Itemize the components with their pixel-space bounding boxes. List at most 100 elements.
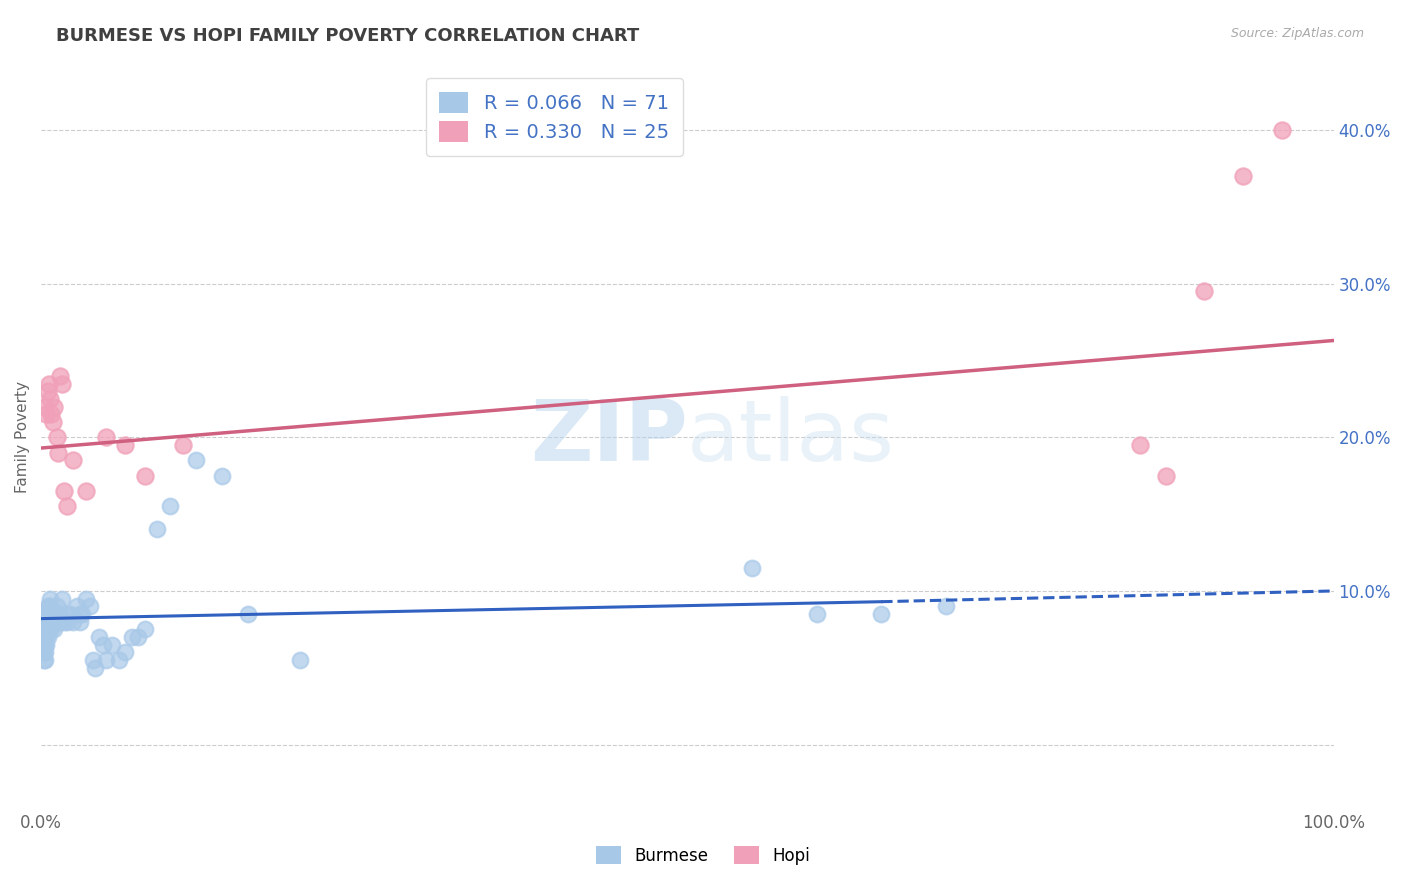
Point <box>41 615 63 629</box>
Point <box>32 645 55 659</box>
Point <box>56 500 79 514</box>
Point <box>94 430 117 444</box>
Point <box>134 468 156 483</box>
Point <box>46 445 69 459</box>
Point <box>49 607 72 621</box>
Point <box>38 376 60 391</box>
Legend: Burmese, Hopi: Burmese, Hopi <box>586 836 820 875</box>
Text: Source: ZipAtlas.com: Source: ZipAtlas.com <box>1230 27 1364 40</box>
Point <box>146 523 169 537</box>
Point <box>75 591 97 606</box>
Point <box>72 607 94 621</box>
Point <box>42 615 65 629</box>
Point <box>38 623 60 637</box>
Point <box>114 438 136 452</box>
Point <box>39 599 62 614</box>
Point <box>1271 123 1294 137</box>
Point <box>39 392 62 406</box>
Point <box>37 623 59 637</box>
Point <box>82 653 104 667</box>
Point <box>134 623 156 637</box>
Point <box>101 638 124 652</box>
Point <box>42 607 65 621</box>
Point <box>41 407 63 421</box>
Point <box>46 615 69 629</box>
Point <box>186 453 208 467</box>
Point <box>34 630 56 644</box>
Point <box>34 638 56 652</box>
Point <box>806 607 828 621</box>
Point <box>69 615 91 629</box>
Point <box>51 591 73 606</box>
Point <box>42 623 65 637</box>
Point <box>172 438 194 452</box>
Point <box>1129 438 1152 452</box>
Point <box>37 615 59 629</box>
Point <box>49 615 72 629</box>
Point <box>870 607 893 621</box>
Text: BURMESE VS HOPI FAMILY POVERTY CORRELATION CHART: BURMESE VS HOPI FAMILY POVERTY CORRELATI… <box>56 27 640 45</box>
Point <box>35 607 58 621</box>
Point <box>35 638 58 652</box>
Point <box>41 607 63 621</box>
Point <box>58 607 80 621</box>
Point <box>35 615 58 629</box>
Point <box>32 653 55 667</box>
Point <box>39 591 62 606</box>
Point <box>56 615 79 629</box>
Point <box>41 623 63 637</box>
Point <box>37 384 59 399</box>
Point <box>159 500 181 514</box>
Legend: R = 0.066   N = 71, R = 0.330   N = 25: R = 0.066 N = 71, R = 0.330 N = 25 <box>426 78 683 155</box>
Point <box>75 484 97 499</box>
Point <box>32 630 55 644</box>
Point <box>37 607 59 621</box>
Point <box>34 623 56 637</box>
Point <box>62 615 84 629</box>
Point <box>62 453 84 467</box>
Point <box>34 653 56 667</box>
Point <box>1154 468 1177 483</box>
Point <box>45 599 67 614</box>
Point <box>38 607 60 621</box>
Point <box>37 599 59 614</box>
Point <box>32 638 55 652</box>
Point <box>935 599 957 614</box>
Point <box>45 607 67 621</box>
Point <box>35 407 58 421</box>
Point <box>45 430 67 444</box>
Point <box>1232 169 1254 183</box>
Point <box>94 653 117 667</box>
Point <box>127 630 149 644</box>
Point <box>121 630 143 644</box>
Point <box>114 645 136 659</box>
Point <box>51 376 73 391</box>
Y-axis label: Family Poverty: Family Poverty <box>15 381 30 493</box>
Point <box>49 368 72 383</box>
Text: atlas: atlas <box>688 396 896 479</box>
Point <box>34 615 56 629</box>
Point <box>91 638 114 652</box>
Point <box>42 415 65 429</box>
Point <box>236 607 259 621</box>
Point <box>53 484 76 499</box>
Point <box>66 599 89 614</box>
Point <box>288 653 311 667</box>
Point <box>89 630 111 644</box>
Point <box>35 630 58 644</box>
Point <box>38 615 60 629</box>
Point <box>37 630 59 644</box>
Point <box>69 607 91 621</box>
Point <box>1194 285 1216 299</box>
Point <box>84 661 107 675</box>
Point <box>35 623 58 637</box>
Point <box>79 599 101 614</box>
Point <box>211 468 233 483</box>
Point <box>42 400 65 414</box>
Point <box>34 645 56 659</box>
Point <box>34 400 56 414</box>
Point <box>56 607 79 621</box>
Point <box>53 615 76 629</box>
Point <box>741 561 763 575</box>
Point <box>107 653 129 667</box>
